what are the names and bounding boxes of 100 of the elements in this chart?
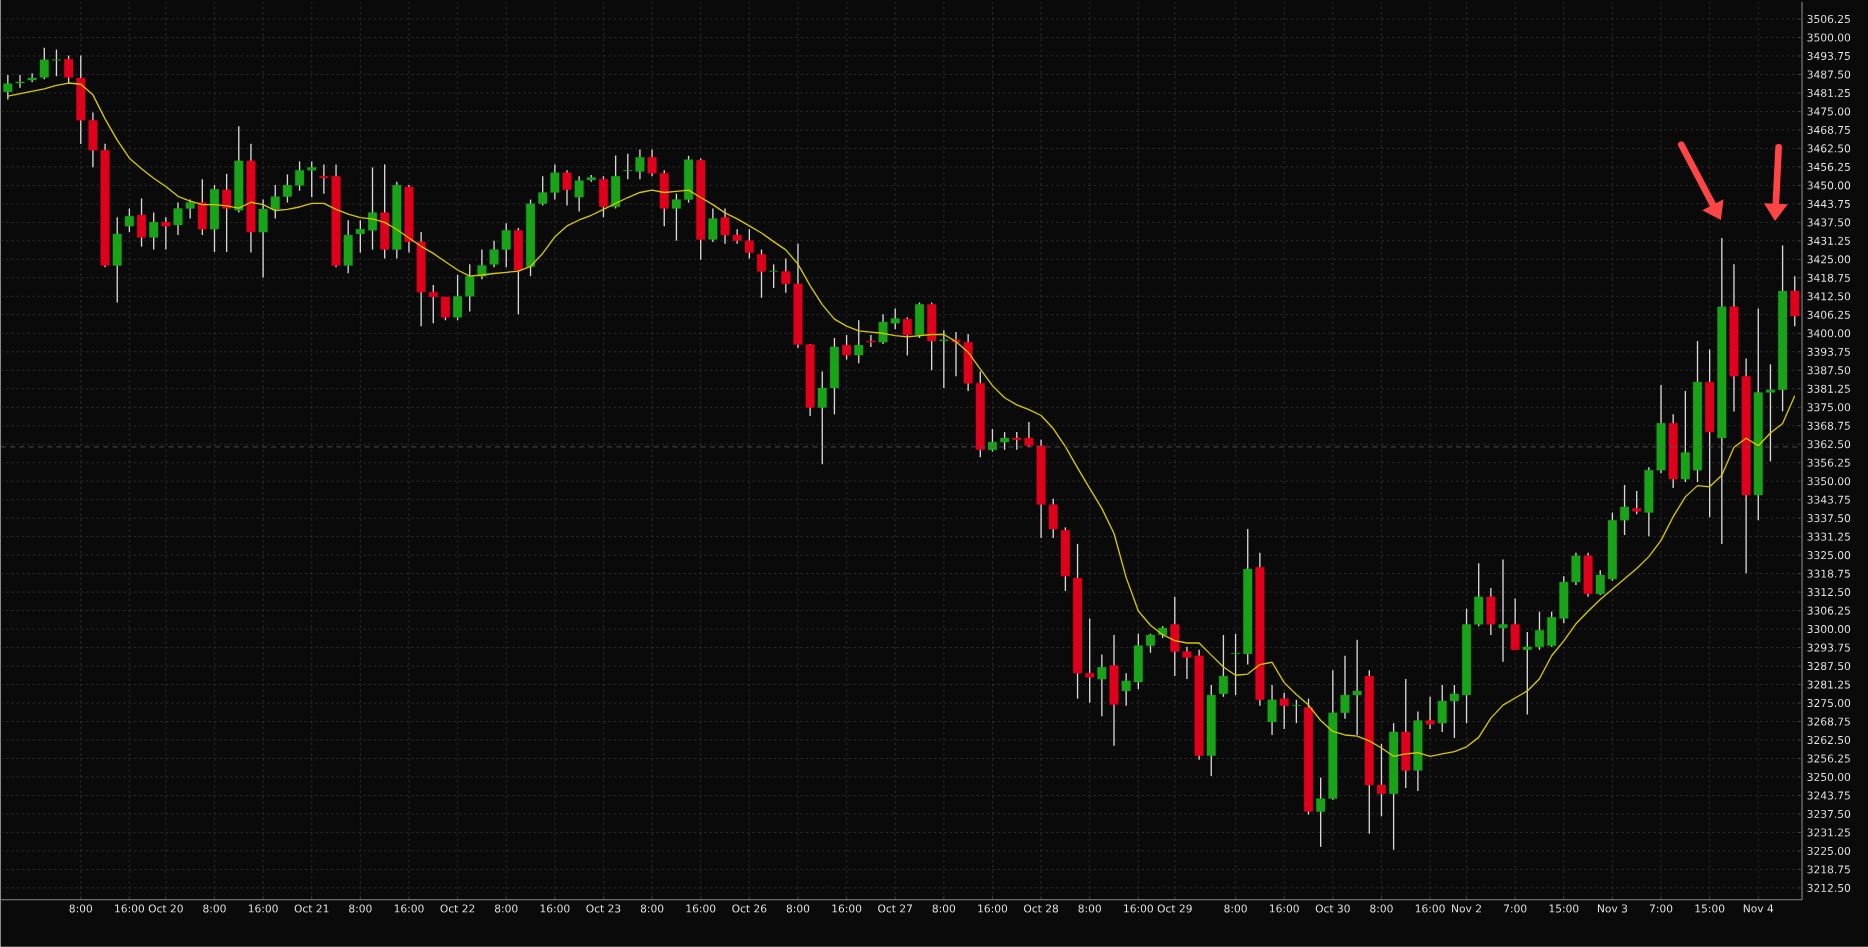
candlestick [1121,672,1131,707]
y-tick-label: 3312.50 [1807,588,1851,597]
y-tick-label: 3475.00 [1807,107,1851,116]
candlestick [1279,692,1289,730]
y-tick-label: 3381.25 [1807,384,1850,393]
x-tick-label: Oct 22 [440,904,475,913]
candlestick [842,334,852,361]
y-tick-label: 3356.25 [1807,458,1850,467]
y-tick-label: 3218.75 [1807,865,1850,874]
candlestick [1376,743,1386,818]
x-tick-label: Oct 28 [1023,904,1059,913]
candlestick [161,216,171,251]
y-tick-label: 3418.75 [1807,273,1850,282]
y-tick-label: 3231.25 [1807,828,1850,837]
y-tick-label: 3281.25 [1807,680,1850,689]
y-tick-label: 3325.00 [1807,551,1851,560]
y-tick-label: 3431.25 [1807,236,1850,245]
y-tick-label: 3256.25 [1807,754,1850,763]
x-tick-label: 16:00 [248,904,278,913]
x-tick-label: 16:00 [540,904,570,913]
y-tick-label: 3343.75 [1807,495,1850,504]
candlestick [15,74,25,89]
x-tick-label: Nov 2 [1452,904,1481,913]
x-tick-label: 8:00 [494,904,518,913]
y-tick-label: 3237.50 [1807,810,1851,819]
candlestick [756,249,767,299]
y-tick-label: 3387.50 [1807,366,1851,375]
x-tick-label: 15:00 [1695,904,1725,913]
x-tick-label: Oct 26 [732,904,767,913]
candlestick [1085,617,1095,704]
candlestick [149,212,159,251]
y-tick-label: 3375.00 [1807,403,1851,412]
x-tick-label: 8:00 [1078,904,1101,913]
candlestick [817,370,827,466]
candlestick [902,316,912,357]
y-tick-label: 3393.75 [1807,347,1850,356]
candlestick [1316,777,1326,848]
y-tick-label: 3437.50 [1807,218,1851,227]
candlestick [562,169,572,207]
candlestick [720,207,730,245]
x-tick-label: Oct 30 [1315,904,1350,913]
y-tick-label: 3275.00 [1807,699,1851,708]
candlestick [1267,684,1277,736]
candlestick [137,197,147,248]
candlestick [319,163,329,195]
x-tick-label: 8:00 [349,904,372,913]
candlestick [866,334,876,348]
y-tick-label: 3368.75 [1807,421,1850,430]
x-tick-label: 15:00 [1549,904,1579,913]
y-tick-label: 3506.25 [1807,15,1850,24]
y-tick-label: 3287.50 [1807,662,1851,671]
candlestick [1231,633,1241,696]
candlestick [124,207,134,233]
candlestick [550,163,560,201]
y-tick-label: 3450.00 [1807,181,1851,190]
candlestick [307,160,317,199]
candlestick [1765,363,1775,463]
candlestick [671,193,681,242]
candlestick [270,184,280,220]
y-tick-label: 3250.00 [1807,773,1851,782]
candlestick [1097,653,1107,718]
candlestick [39,47,49,80]
x-tick-label: 16:00 [832,904,862,913]
y-tick-label: 3318.75 [1807,569,1850,578]
candlestick [623,153,633,180]
y-tick-label: 3406.25 [1807,310,1850,319]
x-tick-label: Nov 4 [1743,904,1774,913]
x-tick-label: 16:00 [978,904,1008,913]
x-tick-label: 7:00 [1649,904,1673,913]
y-tick-label: 3493.75 [1807,52,1850,61]
candlestick [295,160,305,192]
candlestick [1632,490,1642,516]
y-tick-label: 3262.50 [1807,736,1851,745]
y-tick-label: 3456.25 [1807,162,1850,172]
candlestick [51,49,61,78]
y-tick-label: 3306.25 [1807,606,1850,615]
x-tick-label: 8:00 [932,904,956,913]
y-tick-label: 3268.75 [1807,717,1850,726]
x-tick-label: 16:00 [394,904,424,913]
x-tick-label: 8:00 [640,904,664,913]
x-tick-label: 16:00 [115,904,145,913]
candlestick [769,263,779,289]
y-tick-label: 3225.00 [1807,847,1851,856]
candlestick [1534,611,1544,651]
candlestick [538,175,548,207]
candlestick [939,329,949,389]
x-tick-label: 8:00 [1224,904,1247,913]
y-tick-label: 3487.50 [1807,70,1851,79]
y-tick-label: 3337.50 [1807,514,1851,523]
candlestick [64,54,74,85]
y-tick-label: 3425.00 [1807,255,1851,264]
candlestick [647,149,657,178]
candlestick [1595,569,1605,596]
candlestick [489,240,499,269]
candlestick [1218,634,1228,698]
y-tick-label: 3443.75 [1807,199,1850,209]
x-tick-label: 16:00 [1270,904,1299,913]
candlestick [1182,646,1192,680]
candlestick [1437,684,1447,733]
x-tick-label: Oct 20 [148,904,183,913]
